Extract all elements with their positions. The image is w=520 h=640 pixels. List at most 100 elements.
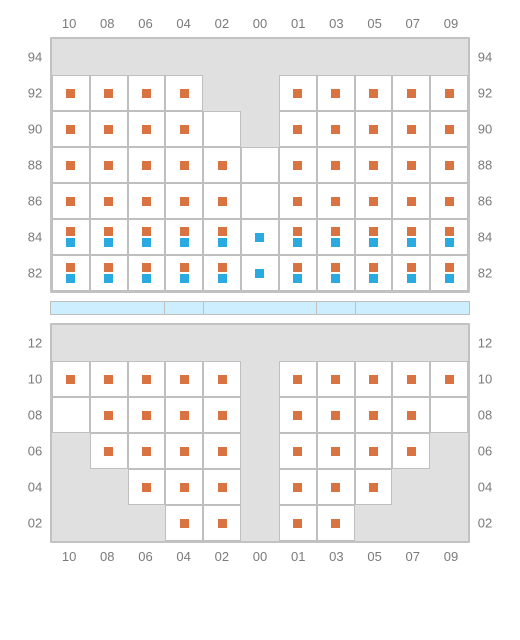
- seat-cell[interactable]: [355, 183, 393, 219]
- seat-cell[interactable]: [317, 111, 355, 147]
- seat-cell[interactable]: [430, 397, 468, 433]
- seat-cell[interactable]: [430, 255, 468, 291]
- seat-cell[interactable]: [165, 433, 203, 469]
- seat-cell[interactable]: [430, 147, 468, 183]
- seat-cell[interactable]: [430, 111, 468, 147]
- seat-cell[interactable]: [430, 361, 468, 397]
- seat-cell[interactable]: [279, 147, 317, 183]
- seat-cell[interactable]: [392, 397, 430, 433]
- seat-cell[interactable]: [90, 75, 128, 111]
- seat-cell[interactable]: [128, 361, 166, 397]
- seat-cell[interactable]: [203, 219, 241, 255]
- seat-cell[interactable]: [392, 183, 430, 219]
- seat-cell[interactable]: [392, 361, 430, 397]
- seat-cell[interactable]: [317, 505, 355, 541]
- seat-cell[interactable]: [317, 219, 355, 255]
- seat-cell[interactable]: [203, 255, 241, 291]
- seat-cell[interactable]: [128, 219, 166, 255]
- seat-cell[interactable]: [128, 183, 166, 219]
- seat-cell[interactable]: [128, 111, 166, 147]
- seat-cell[interactable]: [165, 147, 203, 183]
- seat-cell[interactable]: [317, 183, 355, 219]
- seat-cell[interactable]: [355, 147, 393, 183]
- seat-cell[interactable]: [279, 183, 317, 219]
- seat-cell[interactable]: [90, 111, 128, 147]
- seat-cell[interactable]: [90, 183, 128, 219]
- seat-cell[interactable]: [52, 147, 90, 183]
- seat-cell[interactable]: [241, 219, 279, 255]
- seat-cell[interactable]: [279, 397, 317, 433]
- seat-cell[interactable]: [203, 361, 241, 397]
- seat-cell[interactable]: [279, 505, 317, 541]
- seat-cell[interactable]: [203, 505, 241, 541]
- seat-cell[interactable]: [52, 397, 90, 433]
- seat-cell[interactable]: [165, 219, 203, 255]
- seat-cell[interactable]: [165, 469, 203, 505]
- seat-cell[interactable]: [279, 361, 317, 397]
- seat-cell[interactable]: [165, 505, 203, 541]
- seat-cell[interactable]: [165, 183, 203, 219]
- seat-cell[interactable]: [90, 219, 128, 255]
- seat-cell[interactable]: [90, 433, 128, 469]
- seat-cell[interactable]: [392, 255, 430, 291]
- seat-cell[interactable]: [430, 75, 468, 111]
- seat-cell[interactable]: [317, 469, 355, 505]
- seat-cell[interactable]: [165, 361, 203, 397]
- seat-cell[interactable]: [165, 75, 203, 111]
- seat-cell[interactable]: [279, 219, 317, 255]
- seat-cell[interactable]: [355, 361, 393, 397]
- seat-cell[interactable]: [355, 75, 393, 111]
- seat-cell[interactable]: [203, 111, 241, 147]
- seat-cell[interactable]: [392, 433, 430, 469]
- seat-cell[interactable]: [128, 469, 166, 505]
- seat-cell[interactable]: [203, 147, 241, 183]
- seat-cell[interactable]: [317, 397, 355, 433]
- seat-cell[interactable]: [317, 361, 355, 397]
- seat-cell[interactable]: [52, 183, 90, 219]
- seat-cell[interactable]: [355, 433, 393, 469]
- seat-cell[interactable]: [279, 433, 317, 469]
- seat-cell[interactable]: [317, 433, 355, 469]
- seat-cell[interactable]: [165, 111, 203, 147]
- seat-cell[interactable]: [128, 255, 166, 291]
- seat-cell[interactable]: [430, 219, 468, 255]
- seat-cell[interactable]: [279, 255, 317, 291]
- seat-cell[interactable]: [203, 433, 241, 469]
- seat-cell[interactable]: [52, 219, 90, 255]
- seat-cell[interactable]: [355, 219, 393, 255]
- seat-cell[interactable]: [279, 75, 317, 111]
- seat-cell[interactable]: [392, 219, 430, 255]
- seat-cell[interactable]: [317, 255, 355, 291]
- seat-cell[interactable]: [241, 255, 279, 291]
- seat-cell[interactable]: [203, 469, 241, 505]
- seat-cell[interactable]: [392, 147, 430, 183]
- seat-cell[interactable]: [355, 469, 393, 505]
- seat-cell[interactable]: [317, 147, 355, 183]
- seat-cell[interactable]: [279, 111, 317, 147]
- seat-cell[interactable]: [128, 397, 166, 433]
- seat-cell[interactable]: [392, 75, 430, 111]
- seat-cell[interactable]: [355, 111, 393, 147]
- seat-cell[interactable]: [317, 75, 355, 111]
- seat-cell[interactable]: [355, 255, 393, 291]
- seat-cell[interactable]: [165, 255, 203, 291]
- seat-cell[interactable]: [128, 75, 166, 111]
- seat-cell[interactable]: [90, 147, 128, 183]
- seat-cell[interactable]: [279, 469, 317, 505]
- seat-cell[interactable]: [241, 147, 279, 183]
- seat-cell[interactable]: [392, 111, 430, 147]
- seat-cell[interactable]: [90, 361, 128, 397]
- seat-cell[interactable]: [52, 75, 90, 111]
- seat-cell[interactable]: [203, 183, 241, 219]
- seat-cell[interactable]: [90, 397, 128, 433]
- seat-cell[interactable]: [52, 111, 90, 147]
- seat-cell[interactable]: [128, 433, 166, 469]
- seat-cell[interactable]: [203, 397, 241, 433]
- seat-cell[interactable]: [90, 255, 128, 291]
- seat-cell[interactable]: [52, 255, 90, 291]
- seat-cell[interactable]: [52, 361, 90, 397]
- seat-cell[interactable]: [165, 397, 203, 433]
- seat-cell[interactable]: [241, 183, 279, 219]
- seat-cell[interactable]: [128, 147, 166, 183]
- seat-cell[interactable]: [355, 397, 393, 433]
